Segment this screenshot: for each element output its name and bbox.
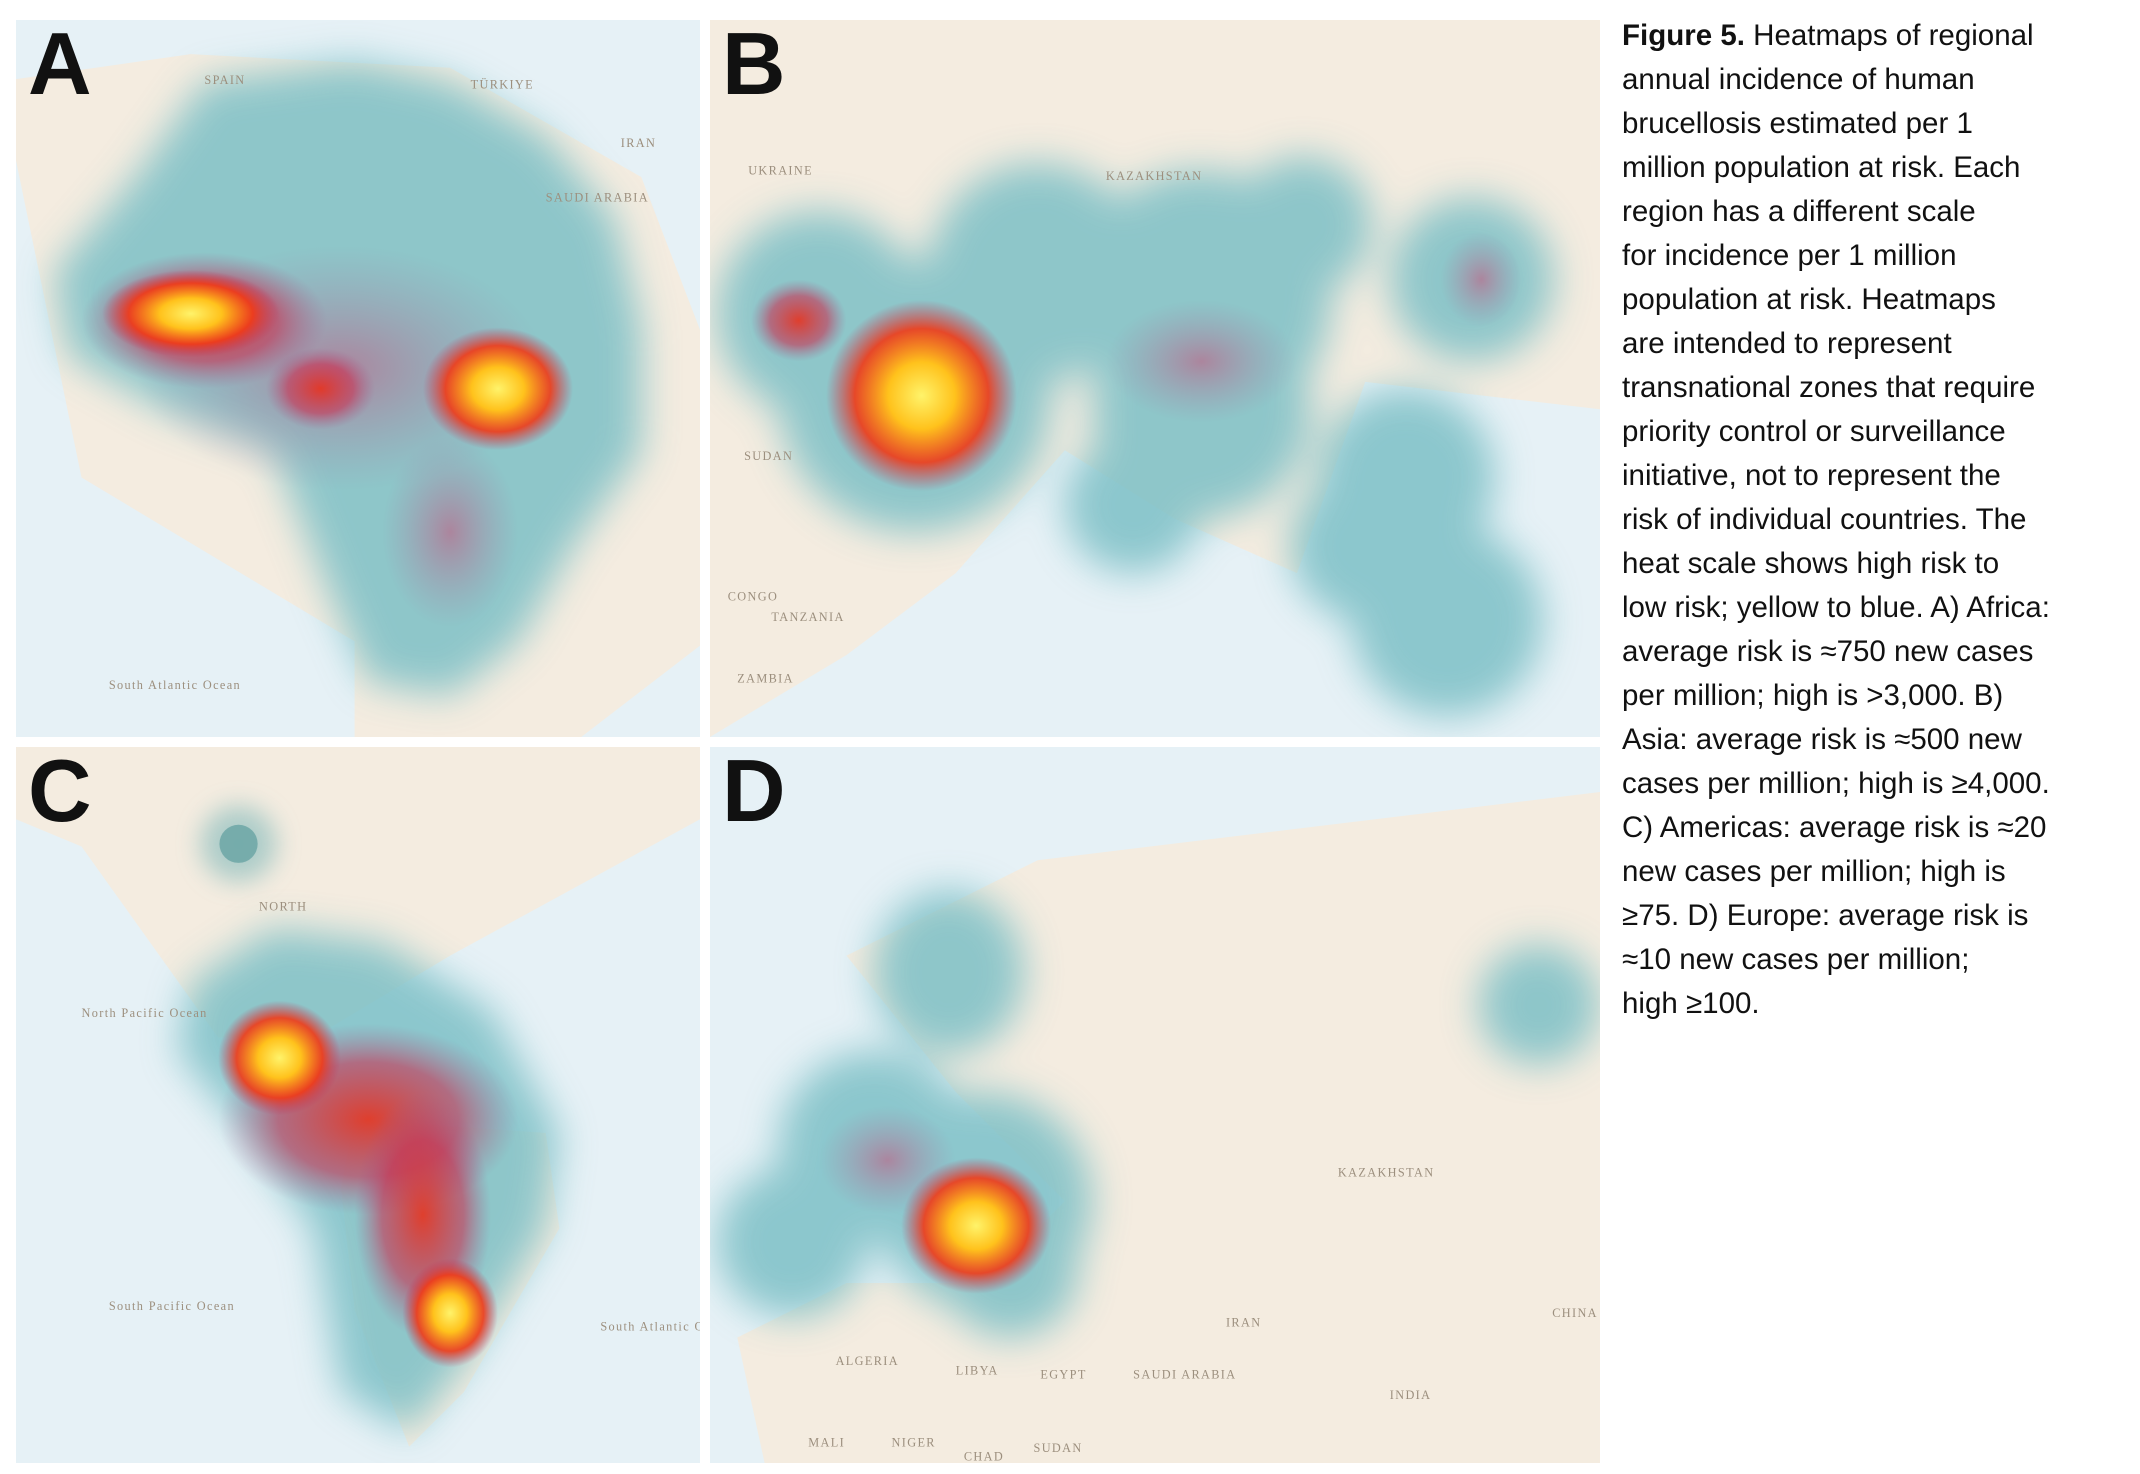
place-label: IRAN [1226,1316,1261,1330]
place-label: UKRAINE [748,163,813,177]
place-label: SAUDI ARABIA [546,191,649,205]
place-label: INDIA [1390,1388,1432,1402]
panel-c: NORTH North Pacific Ocean South Atlantic… [16,747,700,1463]
caption-line: region has a different scale [1622,195,1976,228]
heat-core [901,1157,1052,1294]
caption-text: Heatmaps of regional [1753,19,2034,52]
caption-line: high ≥100. [1622,987,1760,1020]
caption-line: Figure 5. Heatmaps of regional [1622,14,2136,58]
heat-core [218,1000,341,1116]
place-label: LIBYA [956,1363,999,1377]
caption-line: low risk; yellow to blue. A) Africa: [1622,591,2050,624]
heat-core [102,269,280,358]
caption-line: priority control or surveillance [1622,415,2006,448]
caption-line: average risk is ≈750 new cases [1622,635,2034,668]
place-label: NORTH [259,900,307,914]
heat-zone [1440,231,1523,328]
caption-line: risk of individual countries. The [1622,503,2027,536]
caption-line: brucellosis estimated per 1 [1622,107,1973,140]
caption-line: transnational zones that require [1622,371,2036,404]
caption-line: ≥75. D) Europe: average risk is [1622,899,2029,932]
caption-line: per million; high is >3,000. B) [1622,679,2004,712]
caption-label: Figure 5. [1622,19,1745,52]
place-label: North Pacific Ocean [82,1006,208,1020]
place-label: CONGO [728,589,778,603]
figure-caption: Figure 5. Heatmaps of regional annual inc… [1622,14,2136,1026]
place-label: ALGERIA [836,1354,899,1368]
place-label: South Atlantic Ocean [109,678,241,692]
caption-line: for incidence per 1 million [1622,239,1957,272]
heat-halo [219,824,258,863]
place-label: KAZAKHSTAN [1106,169,1202,183]
heatmap: NORTH North Pacific Ocean South Atlantic… [16,747,700,1447]
place-label: TANZANIA [771,610,844,624]
panel-a: SPAIN TÜRKIYE IRAN SAUDI ARABIA South At… [16,20,700,737]
land [16,747,700,1038]
heat-core [402,1258,498,1368]
heat-zone [381,436,519,628]
caption-line: C) Americas: average risk is ≈20 [1622,811,2047,844]
caption-line: ≈10 new cases per million; [1622,943,1970,976]
heatmap: SPAIN TÜRKIYE IRAN SAUDI ARABIA South At… [16,54,700,737]
panel-letter: D [722,747,786,840]
place-label: South Atlantic Ocean [600,1320,700,1334]
panel-letter: B [722,20,786,113]
heatmap: UKRAINE KAZAKHSTAN SUDAN CONGO TANZANIA … [710,20,1600,737]
place-label: ZAMBIA [737,671,794,685]
place-label: SAUDI ARABIA [1133,1367,1236,1381]
place-label: CHINA [1552,1306,1598,1320]
caption-line: initiative, not to represent the [1622,459,2001,492]
caption-line: population at risk. Heatmaps [1622,283,1996,316]
place-label: South Pacific Ocean [109,1299,235,1313]
place-label: SPAIN [204,73,245,87]
heat-zone [265,347,376,430]
caption-line: annual incidence of human [1622,63,1975,96]
caption-line: heat scale shows high risk to [1622,547,2000,580]
panel-letter: A [28,20,92,113]
heat-zone [750,279,847,362]
place-label: TÜRKIYE [471,77,534,91]
caption-line: new cases per million; high is [1622,855,2006,888]
heat-zone [1105,299,1297,423]
caption-line: cases per million; high is ≥4,000. [1622,767,2050,800]
caption-line: million population at risk. Each [1622,151,2021,184]
caption-line: Asia: average risk is ≈500 new [1622,723,2022,756]
place-label: IRAN [621,136,656,150]
place-label: NIGER [892,1436,936,1450]
heatmap: KAZAKHSTAN ALGERIA LIBYA EGYPT SAUDI ARA… [716,792,1600,1463]
place-label: CHAD [964,1449,1004,1463]
panel-d: KAZAKHSTAN ALGERIA LIBYA EGYPT SAUDI ARA… [710,747,1600,1463]
heat-core [422,327,574,451]
place-label: SUDAN [1034,1441,1083,1455]
panel-letter: C [28,747,92,840]
place-label: SUDAN [744,449,793,463]
place-label: MALI [808,1436,845,1450]
caption-line: are intended to represent [1622,327,1952,360]
panel-b: UKRAINE KAZAKHSTAN SUDAN CONGO TANZANIA … [710,20,1600,737]
heat-core [826,299,1018,492]
place-label: EGYPT [1040,1367,1086,1381]
place-label: KAZAKHSTAN [1338,1166,1435,1180]
